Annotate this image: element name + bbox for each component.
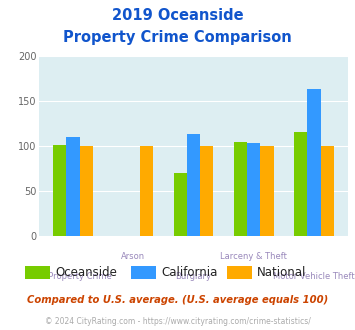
- Bar: [66, 137, 80, 236]
- Bar: [307, 89, 321, 236]
- Text: Compared to U.S. average. (U.S. average equals 100): Compared to U.S. average. (U.S. average …: [27, 295, 328, 305]
- Bar: [247, 143, 260, 236]
- Bar: [80, 146, 93, 236]
- Bar: [260, 146, 274, 236]
- Text: Larceny & Theft: Larceny & Theft: [220, 252, 287, 261]
- Bar: [234, 142, 247, 236]
- Bar: [321, 146, 334, 236]
- Bar: [53, 145, 66, 236]
- Bar: [174, 173, 187, 236]
- Text: Burglary: Burglary: [175, 272, 212, 281]
- Text: Motor Vehicle Theft: Motor Vehicle Theft: [273, 272, 355, 281]
- Bar: [140, 146, 153, 236]
- Bar: [294, 132, 307, 236]
- Text: National: National: [257, 266, 307, 279]
- Text: Property Crime Comparison: Property Crime Comparison: [63, 30, 292, 45]
- Text: California: California: [162, 266, 218, 279]
- Text: Arson: Arson: [121, 252, 145, 261]
- Text: © 2024 CityRating.com - https://www.cityrating.com/crime-statistics/: © 2024 CityRating.com - https://www.city…: [45, 317, 310, 326]
- Text: Oceanside: Oceanside: [55, 266, 117, 279]
- Bar: [187, 134, 200, 236]
- Text: All Property Crime: All Property Crime: [34, 272, 111, 281]
- Bar: [200, 146, 213, 236]
- Text: 2019 Oceanside: 2019 Oceanside: [112, 8, 243, 23]
